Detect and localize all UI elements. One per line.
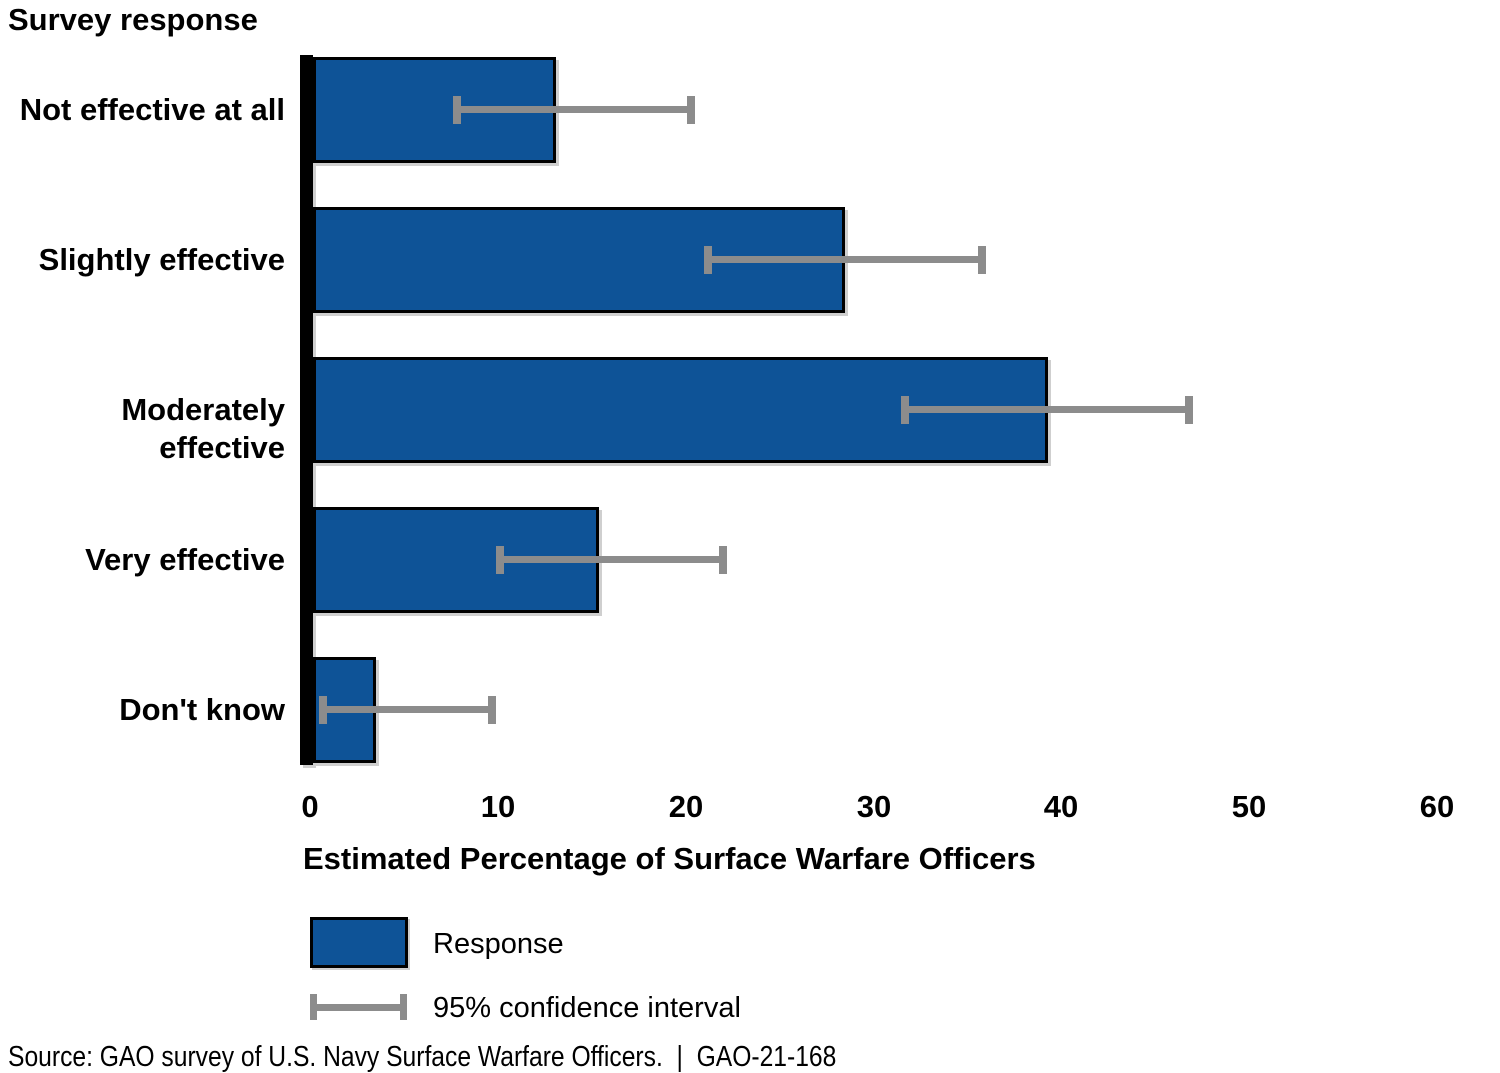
y-axis-line <box>300 55 313 765</box>
category-label: Very effective <box>85 542 285 577</box>
x-axis-title: Estimated Percentage of Surface Warfare … <box>303 841 1036 876</box>
confidence-interval-lower-cap <box>901 396 909 424</box>
confidence-interval-upper-cap <box>687 96 695 124</box>
confidence-interval-upper-cap <box>978 246 986 274</box>
source-note: Source: GAO survey of U.S. Navy Surface … <box>8 1041 837 1073</box>
confidence-interval-line <box>708 256 982 263</box>
x-tick-label: 30 <box>856 789 892 824</box>
legend-ci-line-icon <box>313 1004 401 1011</box>
chart-title: Survey response <box>8 2 258 37</box>
legend-response-label: Response <box>433 928 564 960</box>
category-label: Don't know <box>119 692 285 727</box>
confidence-interval-upper-cap <box>488 696 496 724</box>
confidence-interval-line <box>457 106 692 113</box>
x-tick-label: 10 <box>480 789 516 824</box>
confidence-interval-lower-cap <box>496 546 504 574</box>
confidence-interval-lower-cap <box>319 696 327 724</box>
x-tick-label: 40 <box>1043 789 1079 824</box>
confidence-interval-lower-cap <box>704 246 712 274</box>
category-label: Slightly effective <box>38 242 285 277</box>
confidence-interval-upper-cap <box>719 546 727 574</box>
category-label: Moderately effective <box>121 392 285 465</box>
confidence-interval-line <box>905 406 1189 413</box>
confidence-interval-line <box>500 556 724 563</box>
x-tick-label: 20 <box>668 789 704 824</box>
category-label: Not effective at all <box>19 92 285 127</box>
legend-ci-right-cap-icon <box>400 994 407 1020</box>
confidence-interval-line <box>323 706 492 713</box>
x-tick-label: 60 <box>1419 789 1455 824</box>
x-tick-label: 50 <box>1231 789 1267 824</box>
confidence-interval-upper-cap <box>1185 396 1193 424</box>
legend-ci-label: 95% confidence interval <box>433 992 741 1024</box>
confidence-interval-lower-cap <box>453 96 461 124</box>
x-tick-label: 0 <box>301 789 319 824</box>
legend-response-swatch <box>310 917 408 968</box>
